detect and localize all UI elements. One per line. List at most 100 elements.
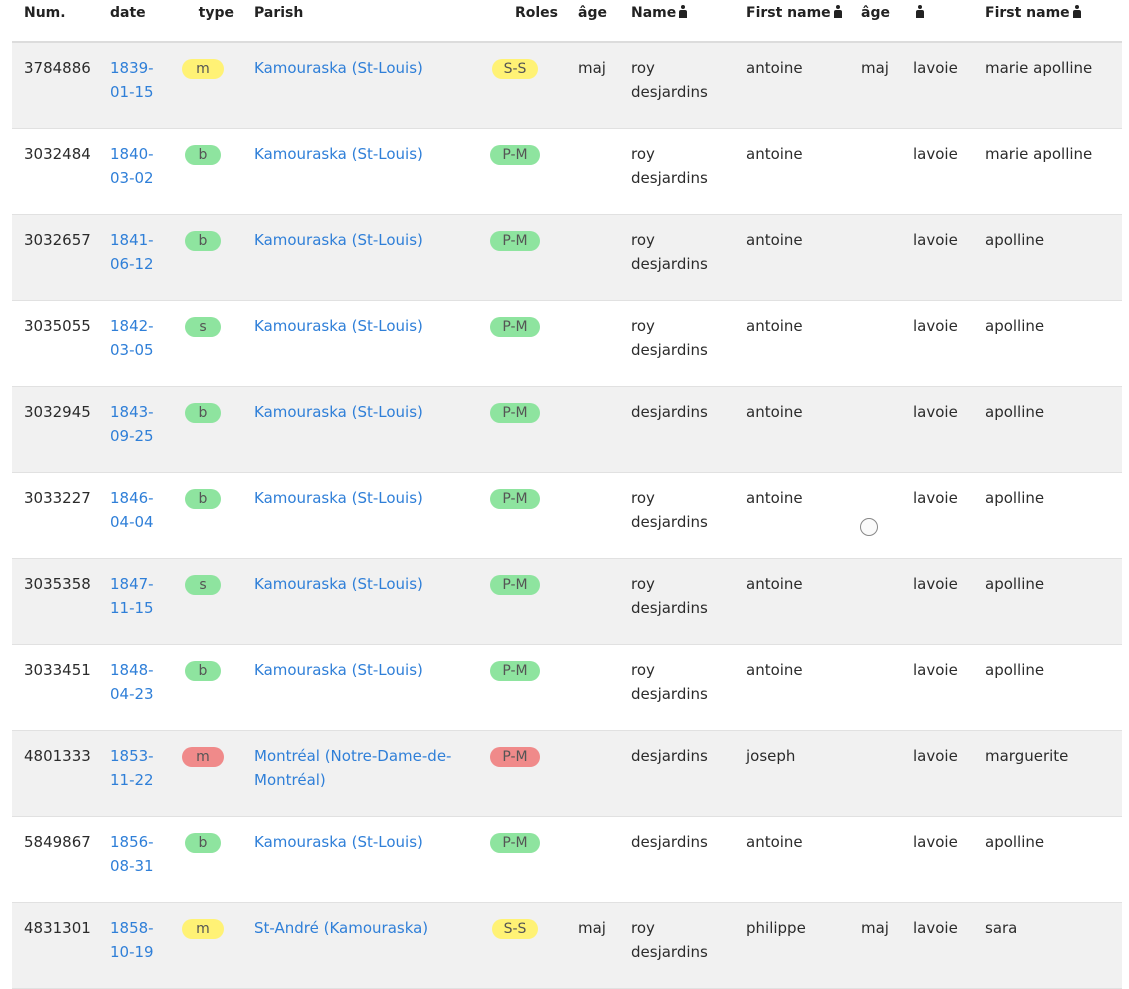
parish-link[interactable]: Kamouraska (St-Louis) (254, 833, 423, 851)
date-month-day: 10-19 (110, 943, 154, 961)
date-link[interactable]: 1842- 03-05 (110, 317, 154, 359)
record-type: b (164, 214, 242, 301)
first-name-2: apolline (973, 386, 1122, 473)
record-roles: P-M (464, 816, 566, 903)
record-type: m (164, 902, 242, 989)
record-type: m (164, 42, 242, 129)
first-name-2: marguerite (973, 730, 1122, 817)
date-link[interactable]: 1846- 04-04 (110, 489, 154, 531)
records-table: Num. date type Parish Roles âge Name Fir… (12, 0, 1122, 989)
age-2: maj (849, 902, 901, 989)
age-2 (849, 472, 901, 559)
record-parish: St-André (Kamouraska) (242, 902, 464, 989)
parish-link[interactable]: Kamouraska (St-Louis) (254, 145, 423, 163)
date-link[interactable]: 1848- 04-23 (110, 661, 154, 703)
record-roles: P-M (464, 386, 566, 473)
record-date: 1840- 03-02 (98, 128, 164, 215)
record-date: 1839- 01-15 (98, 42, 164, 129)
table-row: 3035055 1842- 03-05 s Kamouraska (St-Louis) P… (12, 300, 1122, 387)
first-name-2: apolline (973, 472, 1122, 559)
first-name-2: apolline (973, 816, 1122, 903)
record-date: 1846- 04-04 (98, 472, 164, 559)
parish-link[interactable]: Kamouraska (St-Louis) (254, 231, 423, 249)
role-badge: S-S (491, 59, 539, 79)
parish-link[interactable]: Kamouraska (St-Louis) (254, 59, 423, 77)
type-badge: b (184, 833, 222, 853)
age-1 (566, 816, 619, 903)
date-link[interactable]: 1840- 03-02 (110, 145, 154, 187)
date-month-day: 11-15 (110, 599, 154, 617)
table-row: 3032945 1843- 09-25 b Kamouraska (St-Louis) P… (12, 386, 1122, 473)
record-date: 1847- 11-15 (98, 558, 164, 645)
date-link[interactable]: 1839- 01-15 (110, 59, 154, 101)
header-type[interactable]: type (164, 0, 242, 43)
first-name-2: apolline (973, 214, 1122, 301)
header-first-name-2[interactable]: First name (973, 0, 1122, 43)
age-1 (566, 300, 619, 387)
type-badge: b (184, 489, 222, 509)
date-link[interactable]: 1853- 11-22 (110, 747, 154, 789)
name-1: roy desjardins (619, 644, 734, 731)
date-year: 1853- (110, 747, 154, 765)
record-number: 3032484 (12, 128, 98, 215)
parish-link[interactable]: Kamouraska (St-Louis) (254, 317, 423, 335)
name-2: lavoie (901, 644, 973, 731)
record-type: b (164, 386, 242, 473)
date-link[interactable]: 1856- 08-31 (110, 833, 154, 875)
record-parish: Kamouraska (St-Louis) (242, 300, 464, 387)
header-age-1[interactable]: âge (566, 0, 619, 43)
name-2: lavoie (901, 214, 973, 301)
first-name-1: antoine (734, 214, 849, 301)
header-parish[interactable]: Parish (242, 0, 464, 43)
date-month-day: 06-12 (110, 255, 154, 273)
role-badge: P-M (490, 403, 540, 423)
header-date[interactable]: date (98, 0, 164, 43)
first-name-1: antoine (734, 644, 849, 731)
role-badge: P-M (490, 661, 540, 681)
table-row: 3032657 1841- 06-12 b Kamouraska (St-Louis) P… (12, 214, 1122, 301)
record-roles: P-M (464, 644, 566, 731)
record-date: 1843- 09-25 (98, 386, 164, 473)
name-2: lavoie (901, 730, 973, 817)
name-1: desjardins (619, 816, 734, 903)
header-first-name-2-label: First name (985, 5, 1070, 21)
role-badge: S-S (491, 919, 539, 939)
record-number: 5849867 (12, 816, 98, 903)
date-year: 1848- (110, 661, 154, 679)
header-name-1[interactable]: Name (619, 0, 734, 43)
parish-link[interactable]: St-André (Kamouraska) (254, 919, 429, 937)
name-2: lavoie (901, 300, 973, 387)
date-link[interactable]: 1858- 10-19 (110, 919, 154, 961)
date-month-day: 04-04 (110, 513, 154, 531)
date-link[interactable]: 1841- 06-12 (110, 231, 154, 273)
first-name-1: joseph (734, 730, 849, 817)
record-number: 3784886 (12, 42, 98, 129)
parish-link[interactable]: Kamouraska (St-Louis) (254, 489, 423, 507)
name-1: desjardins (619, 386, 734, 473)
date-month-day: 08-31 (110, 857, 154, 875)
parish-link[interactable]: Kamouraska (St-Louis) (254, 403, 423, 421)
record-date: 1841- 06-12 (98, 214, 164, 301)
header-roles[interactable]: Roles (464, 0, 566, 43)
header-num[interactable]: Num. (12, 0, 98, 43)
name-1: roy desjardins (619, 558, 734, 645)
type-badge: s (185, 575, 221, 595)
date-month-day: 03-02 (110, 169, 154, 187)
record-type: m (164, 730, 242, 817)
date-link[interactable]: 1843- 09-25 (110, 403, 154, 445)
header-name-2[interactable] (901, 0, 973, 43)
record-parish: Kamouraska (St-Louis) (242, 472, 464, 559)
parish-link[interactable]: Montréal (Notre-Dame-de-Montréal) (254, 747, 452, 789)
header-first-name-1[interactable]: First name (734, 0, 849, 43)
date-link[interactable]: 1847- 11-15 (110, 575, 154, 617)
header-age-2[interactable]: âge (849, 0, 901, 43)
type-badge: m (182, 919, 224, 939)
type-badge: s (185, 317, 221, 337)
radio-button[interactable] (860, 518, 878, 536)
record-roles: S-S (464, 902, 566, 989)
record-date: 1858- 10-19 (98, 902, 164, 989)
parish-link[interactable]: Kamouraska (St-Louis) (254, 661, 423, 679)
parish-link[interactable]: Kamouraska (St-Louis) (254, 575, 423, 593)
first-name-2: marie apolline (973, 128, 1122, 215)
type-badge: m (182, 747, 224, 767)
